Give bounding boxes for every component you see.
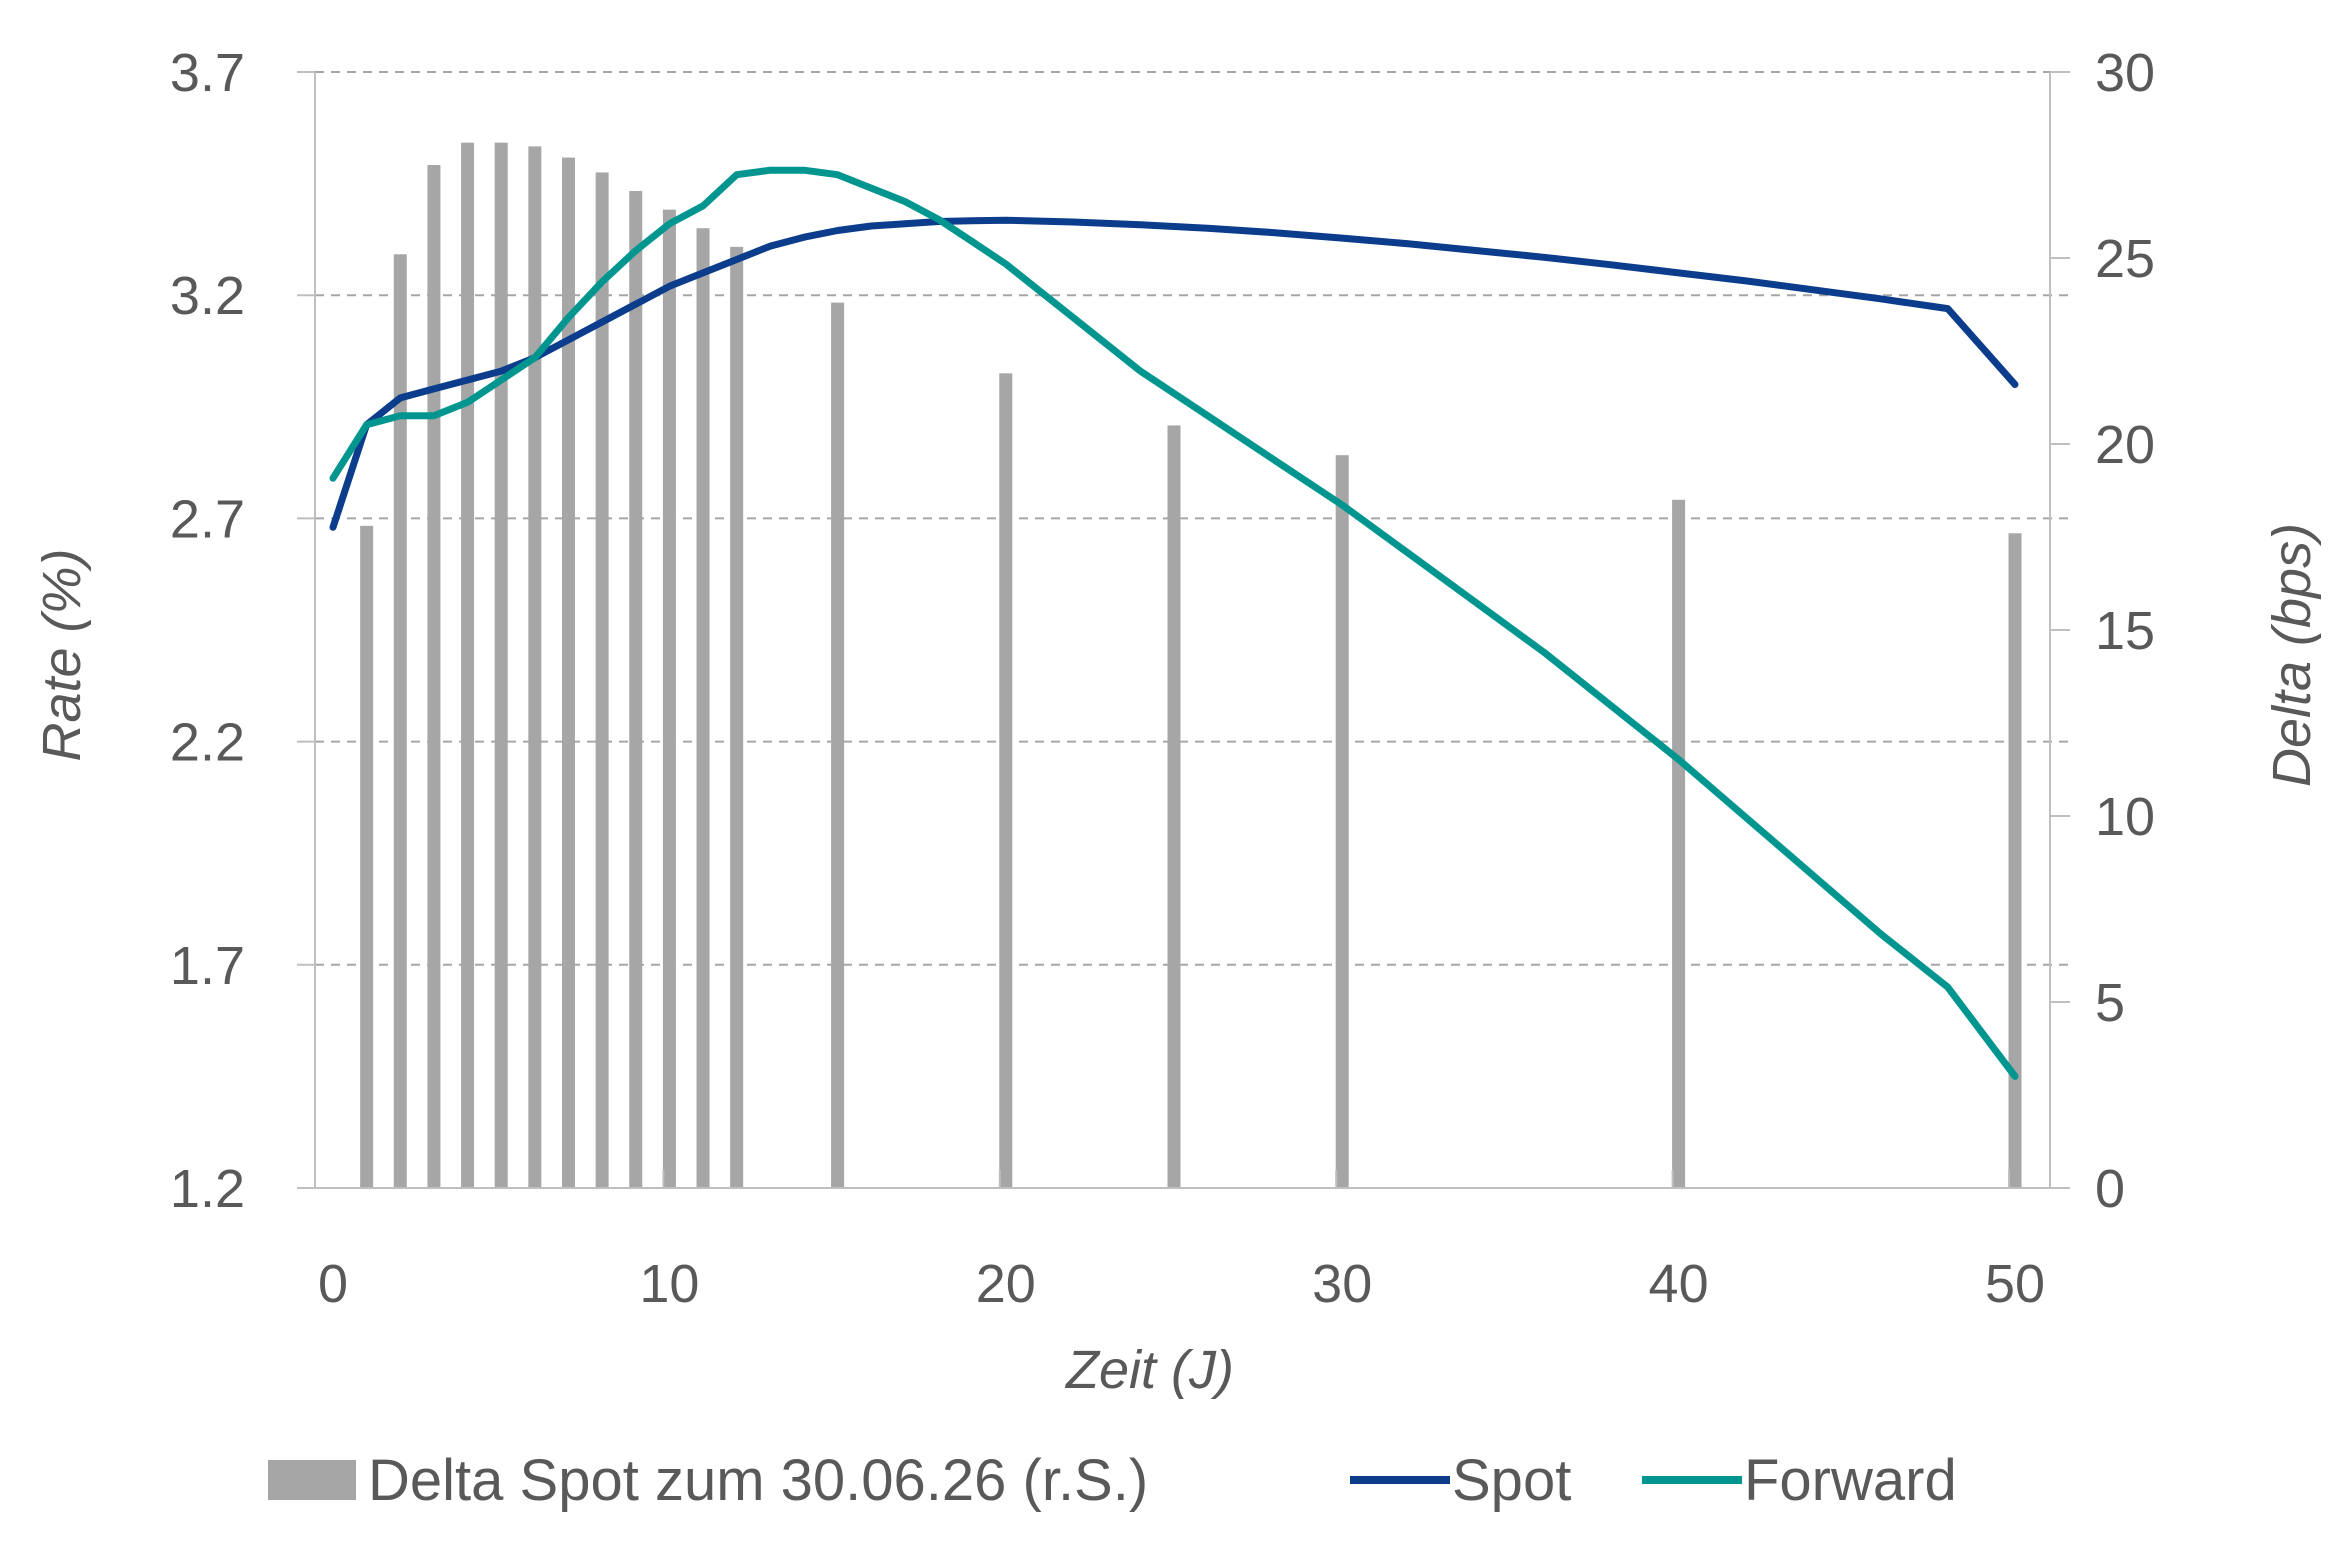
x-axis-title: Zeit (J) bbox=[1064, 1340, 1234, 1400]
right-tick-label: 15 bbox=[2095, 601, 2155, 661]
left-axis-title: Rate (%) bbox=[32, 548, 92, 761]
bar bbox=[595, 172, 609, 1188]
bar bbox=[2008, 533, 2022, 1188]
left-tick-label: 2.7 bbox=[170, 489, 245, 549]
bar bbox=[1335, 455, 1349, 1188]
right-axis-title: Delta (bps) bbox=[2262, 523, 2322, 787]
right-tick-label: 5 bbox=[2095, 973, 2125, 1033]
x-tick-label: 20 bbox=[976, 1254, 1036, 1314]
right-tick-label: 0 bbox=[2095, 1159, 2125, 1219]
bar bbox=[393, 254, 407, 1188]
axes bbox=[314, 72, 2070, 1189]
bar bbox=[1672, 499, 1686, 1188]
right-tick-label: 10 bbox=[2095, 787, 2155, 847]
legend-label-spot: Spot bbox=[1452, 1448, 1571, 1513]
bar bbox=[561, 157, 575, 1188]
bar-series bbox=[360, 142, 2022, 1189]
left-tick-label: 2.2 bbox=[170, 713, 245, 773]
bar bbox=[360, 525, 374, 1188]
bar bbox=[629, 191, 643, 1189]
grid bbox=[315, 71, 2070, 966]
bar bbox=[831, 302, 845, 1188]
bar bbox=[427, 165, 441, 1188]
legend-label-forward: Forward bbox=[1744, 1448, 1957, 1513]
series-line-forward bbox=[329, 166, 2019, 1080]
bar bbox=[696, 228, 710, 1189]
bar bbox=[662, 209, 676, 1188]
left-tick-label: 1.7 bbox=[170, 936, 245, 996]
line-series bbox=[329, 166, 2019, 1080]
x-tick-label: 40 bbox=[1649, 1254, 1709, 1314]
legend-swatch-bar bbox=[268, 1460, 356, 1500]
bar bbox=[461, 142, 475, 1189]
bar bbox=[730, 246, 744, 1189]
x-tick-label: 0 bbox=[318, 1254, 348, 1314]
x-tick-label: 50 bbox=[1985, 1254, 2045, 1314]
x-tick-label: 10 bbox=[639, 1254, 699, 1314]
left-tick-label: 3.2 bbox=[170, 266, 245, 326]
legend-label-bar: Delta Spot zum 30.06.26 (r.S.) bbox=[368, 1448, 1148, 1513]
right-tick-label: 30 bbox=[2095, 43, 2155, 103]
right-tick-label: 20 bbox=[2095, 415, 2155, 475]
bar bbox=[999, 373, 1013, 1188]
left-tick-label: 3.7 bbox=[170, 43, 245, 103]
bar bbox=[494, 142, 508, 1189]
bar bbox=[528, 146, 542, 1188]
bar bbox=[1167, 425, 1181, 1188]
x-tick-label: 30 bbox=[1312, 1254, 1372, 1314]
left-tick-label: 1.2 bbox=[170, 1159, 245, 1219]
legend: Delta Spot zum 30.06.26 (r.S.) Spot Forwar… bbox=[268, 1448, 1957, 1513]
right-tick-label: 25 bbox=[2095, 229, 2155, 289]
